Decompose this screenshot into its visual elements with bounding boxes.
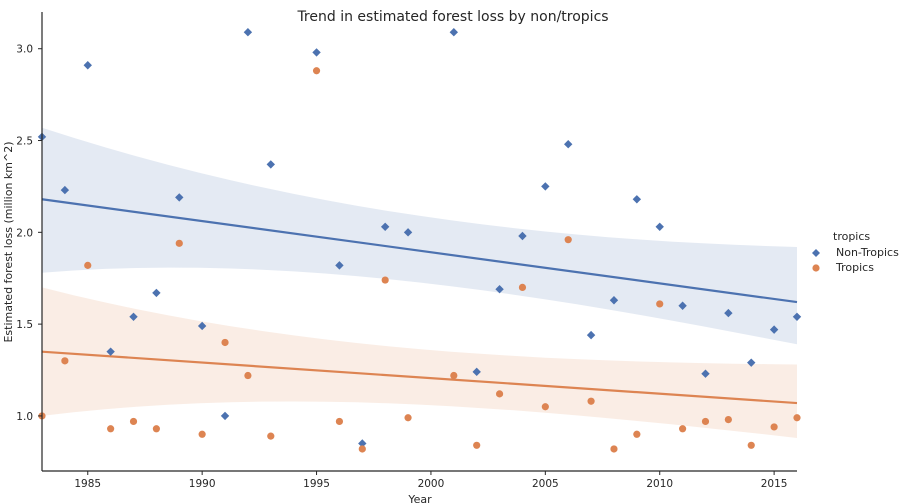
data-point-non-tropics (518, 231, 527, 241)
data-point-tropics (701, 417, 710, 426)
y-tick-label: 1.0 (16, 411, 33, 423)
x-tick-label: 2010 (646, 478, 673, 490)
trend-line-non-tropics (41, 198, 798, 304)
data-point-tropics (724, 415, 732, 424)
data-point-non-tropics (175, 193, 184, 202)
data-point-non-tropics (792, 312, 802, 321)
legend-label-tropics: Tropics (835, 261, 874, 274)
x-tick-label: 1990 (189, 478, 216, 490)
data-point-tropics (221, 338, 229, 347)
data-point-non-tropics (220, 411, 230, 421)
x-ticks: 1985 1990 1995 2000 2005 2010 2015 (74, 471, 787, 490)
legend: tropics Non-Tropics Tropics (812, 230, 899, 274)
data-point-non-tropics (541, 182, 550, 191)
data-point-tropics (61, 357, 69, 365)
data-point-non-tropics (495, 285, 504, 294)
data-point-tropics (404, 414, 412, 422)
data-point-non-tropics (312, 48, 321, 57)
data-point-non-tropics (655, 222, 664, 232)
data-point-tropics (335, 417, 344, 426)
data-point-tropics (152, 425, 160, 433)
data-point-non-tropics (197, 321, 207, 331)
y-axis-label: Estimated forest loss (million km^2) (2, 141, 15, 342)
data-point-non-tropics (243, 27, 253, 37)
confidence-band-non-tropics (42, 127, 797, 345)
data-point-non-tropics (609, 296, 619, 305)
data-point-non-tropics (701, 369, 710, 378)
data-point-tropics (656, 300, 664, 308)
data-point-tropics (175, 239, 183, 247)
data-point-tropics (129, 417, 138, 426)
data-point-non-tropics (380, 222, 390, 232)
trend-line-tropics (41, 350, 798, 405)
data-point-non-tropics (678, 301, 687, 310)
data-points (37, 27, 802, 453)
confidence-bands (42, 127, 797, 438)
data-point-tropics (793, 414, 801, 422)
data-point-tropics (633, 430, 641, 438)
legend-marker-non-tropics (812, 249, 820, 257)
data-point-non-tropics (586, 330, 596, 340)
data-point-non-tropics (769, 325, 779, 334)
data-point-tropics (381, 276, 389, 284)
data-point-tropics (679, 425, 687, 433)
axes: 1985 1990 1995 2000 2005 2010 2015 1.0 1.5 2.0 2.… (16, 12, 797, 490)
y-ticks: 1.0 1.5 2.0 2.5 3.0 (16, 44, 42, 423)
data-point-non-tropics (449, 27, 459, 37)
data-point-non-tropics (129, 312, 138, 321)
data-point-tropics (312, 67, 321, 75)
data-point-tropics (541, 403, 549, 411)
x-tick-label: 1995 (303, 478, 330, 490)
x-tick-label: 2015 (761, 478, 788, 490)
data-point-tropics (518, 283, 527, 291)
x-tick-label: 2000 (418, 478, 445, 490)
data-point-tropics (770, 423, 778, 431)
data-point-non-tropics (266, 160, 275, 169)
data-point-non-tropics (564, 139, 573, 149)
data-point-non-tropics (152, 288, 161, 298)
x-tick-label: 2005 (532, 478, 559, 490)
data-point-tropics (244, 371, 252, 380)
x-tick-label: 1985 (74, 478, 101, 490)
data-point-tropics (198, 430, 206, 438)
data-point-non-tropics (358, 439, 367, 448)
data-point-tropics (450, 371, 458, 380)
data-point-non-tropics (335, 261, 344, 270)
data-point-tropics (84, 261, 92, 269)
data-point-tropics (473, 441, 481, 449)
chart-title: Trend in estimated forest loss by non/tr… (296, 9, 608, 25)
data-point-tropics (495, 390, 504, 398)
confidence-band-tropics (42, 287, 797, 438)
data-point-tropics (610, 445, 618, 453)
legend-marker-tropics (812, 264, 820, 272)
data-point-tropics (267, 432, 275, 440)
trend-lines (41, 198, 798, 405)
x-axis-label: Year (407, 493, 432, 504)
legend-label-non-tropics: Non-Tropics (836, 246, 899, 259)
data-point-tropics (747, 441, 755, 449)
data-point-tropics (107, 425, 115, 433)
y-tick-label: 2.5 (16, 136, 33, 148)
data-point-non-tropics (60, 185, 70, 195)
data-point-non-tropics (724, 308, 733, 318)
data-point-non-tropics (106, 347, 115, 356)
data-point-non-tropics (632, 195, 642, 204)
legend-title: tropics (833, 230, 870, 243)
data-point-tropics (358, 445, 366, 453)
data-point-tropics (587, 397, 595, 405)
data-point-non-tropics (472, 367, 481, 377)
data-point-tropics (564, 236, 572, 244)
y-tick-label: 3.0 (16, 44, 33, 56)
data-point-non-tropics (747, 358, 756, 367)
data-point-non-tropics (83, 61, 92, 70)
data-point-non-tropics (403, 228, 413, 237)
y-tick-label: 1.5 (16, 319, 33, 331)
y-tick-label: 2.0 (16, 227, 33, 239)
